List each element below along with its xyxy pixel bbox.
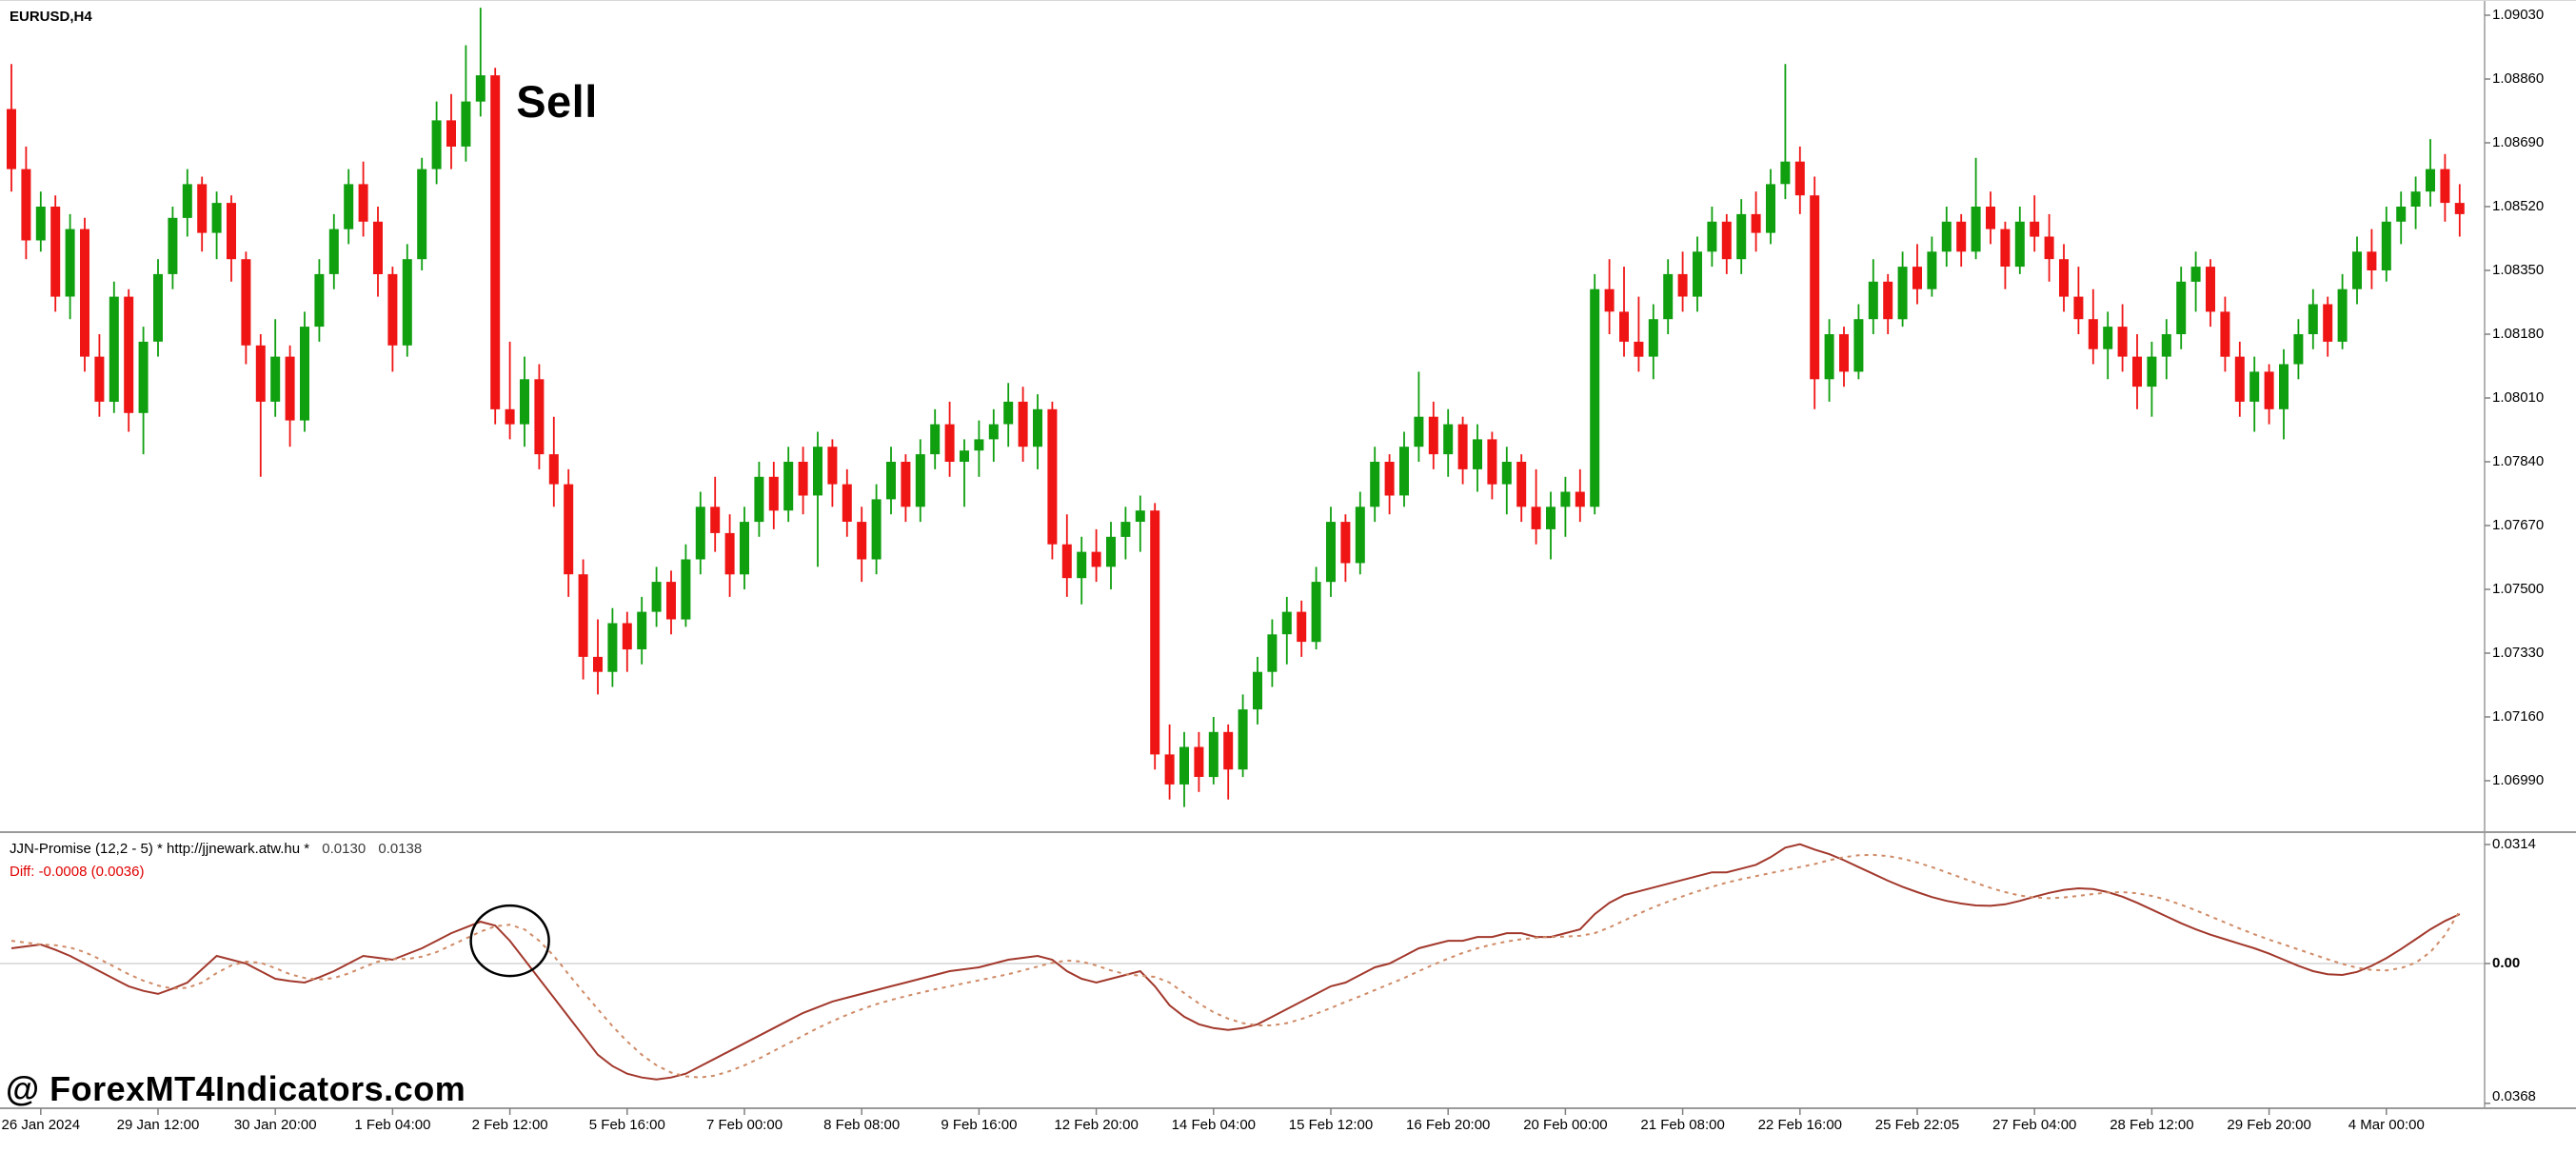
time-axis-label: 15 Feb 12:00 — [1288, 1117, 1374, 1133]
indicator-signal-line — [10, 853, 2461, 1079]
time-axis-label: 29 Jan 12:00 — [116, 1117, 200, 1133]
time-axis-label: 12 Feb 20:00 — [1054, 1117, 1139, 1133]
time-axis-label: 30 Jan 20:00 — [233, 1117, 317, 1133]
time-axis-label: 22 Feb 16:00 — [1757, 1117, 1842, 1133]
time-axis-label: 5 Feb 16:00 — [588, 1117, 665, 1133]
time-axis-label: 9 Feb 16:00 — [941, 1117, 1018, 1133]
time-axis-label: 2 Feb 12:00 — [471, 1117, 548, 1133]
indicator-axis-max-label: 0.0314 — [2492, 836, 2536, 852]
price-axis-label: 1.08350 — [2492, 262, 2545, 278]
price-axis-label: 1.07330 — [2492, 645, 2545, 661]
time-axis-label: 27 Feb 04:00 — [1991, 1117, 2077, 1133]
price-axis-label: 1.08690 — [2492, 134, 2545, 150]
candles-layer — [7, 8, 2465, 807]
time-axis-label: 8 Feb 08:00 — [823, 1117, 901, 1133]
indicator-title-text: JJN-Promise (12,2 - 5) * http://jjnewark… — [10, 841, 310, 857]
circle-annotation — [469, 904, 550, 978]
indicator-header: JJN-Promise (12,2 - 5) * http://jjnewark… — [10, 841, 422, 857]
time-axis-label: 20 Feb 00:00 — [1523, 1117, 1608, 1133]
time-axis-label: 1 Feb 04:00 — [354, 1117, 431, 1133]
price-axis-label: 1.08860 — [2492, 70, 2545, 87]
time-axis-label: 16 Feb 20:00 — [1405, 1117, 1491, 1133]
symbol-timeframe-label: EURUSD,H4 — [10, 9, 92, 25]
price-axis-label: 1.07670 — [2492, 517, 2545, 533]
time-axis-label: 25 Feb 22:05 — [1874, 1117, 1960, 1133]
price-axis-label: 1.08010 — [2492, 389, 2545, 406]
indicator-axis-zero-label: 0.00 — [2492, 955, 2521, 971]
time-axis-label: 7 Feb 00:00 — [705, 1117, 783, 1133]
price-axis-label: 1.07840 — [2492, 453, 2545, 469]
watermark: @ ForexMT4Indicators.com — [6, 1069, 466, 1108]
indicator-promise-line — [10, 843, 2461, 1081]
time-axis-label: 29 Feb 20:00 — [2227, 1117, 2311, 1133]
indicator-value-1: 0.0130 — [322, 841, 367, 857]
indicator-diff-label: Diff: -0.0008 (0.0036) — [10, 864, 145, 880]
time-axis-label: 21 Feb 08:00 — [1640, 1117, 1725, 1133]
price-axis-label: 1.07500 — [2492, 581, 2545, 597]
price-axis-label: 1.07160 — [2492, 708, 2545, 725]
indicator-value-2: 0.0138 — [378, 841, 423, 857]
time-axis-label: 28 Feb 12:00 — [2110, 1117, 2194, 1133]
price-axis-label: 1.08520 — [2492, 198, 2545, 214]
price-axis-label: 1.09030 — [2492, 7, 2545, 23]
time-axis[interactable]: 26 Jan 2024 29 Jan 12:00 30 Jan 20:00 1 Feb… — [0, 1108, 2576, 1153]
time-axis-label: 26 Jan 2024 — [1, 1117, 81, 1133]
time-axis-label: 4 Mar 00:00 — [2348, 1117, 2425, 1133]
indicator-axis-min-label: 0.0368 — [2492, 1088, 2536, 1104]
price-axis-label: 1.06990 — [2492, 772, 2545, 788]
sell-annotation: Sell — [516, 76, 598, 127]
time-axis-label: 14 Feb 04:00 — [1171, 1117, 1256, 1133]
price-axis-label: 1.08180 — [2492, 326, 2545, 342]
price-axis[interactable]: 1.09030 1.08860 1.08690 1.08520 1.08350 1.081… — [2485, 1, 2576, 1108]
